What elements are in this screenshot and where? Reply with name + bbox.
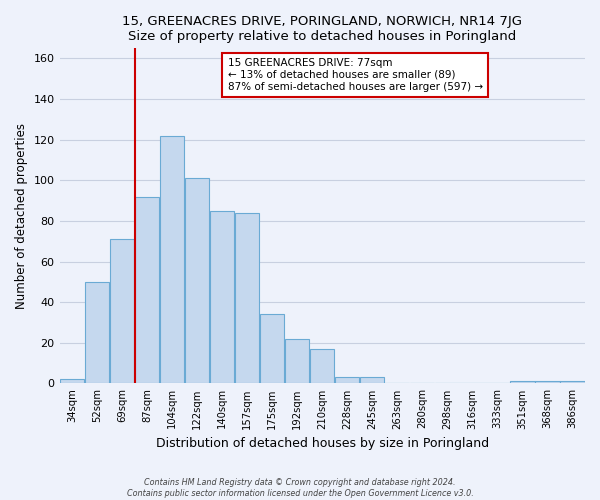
Text: 15 GREENACRES DRIVE: 77sqm
← 13% of detached houses are smaller (89)
87% of semi: 15 GREENACRES DRIVE: 77sqm ← 13% of deta… [227,58,483,92]
Bar [260,314,284,384]
Title: 15, GREENACRES DRIVE, PORINGLAND, NORWICH, NR14 7JG
Size of property relative to: 15, GREENACRES DRIVE, PORINGLAND, NORWIC… [122,15,522,43]
Bar [310,349,334,384]
Bar [285,339,310,384]
Bar [511,382,535,384]
Bar [335,378,359,384]
Bar [135,196,159,384]
Bar [535,382,560,384]
Y-axis label: Number of detached properties: Number of detached properties [15,123,28,309]
Bar [185,178,209,384]
Bar [360,378,385,384]
Bar [210,211,235,384]
Bar [560,382,584,384]
X-axis label: Distribution of detached houses by size in Poringland: Distribution of detached houses by size … [156,437,489,450]
Text: Contains HM Land Registry data © Crown copyright and database right 2024.
Contai: Contains HM Land Registry data © Crown c… [127,478,473,498]
Bar [160,136,184,384]
Bar [60,380,84,384]
Bar [85,282,109,384]
Bar [110,239,134,384]
Bar [235,213,259,384]
